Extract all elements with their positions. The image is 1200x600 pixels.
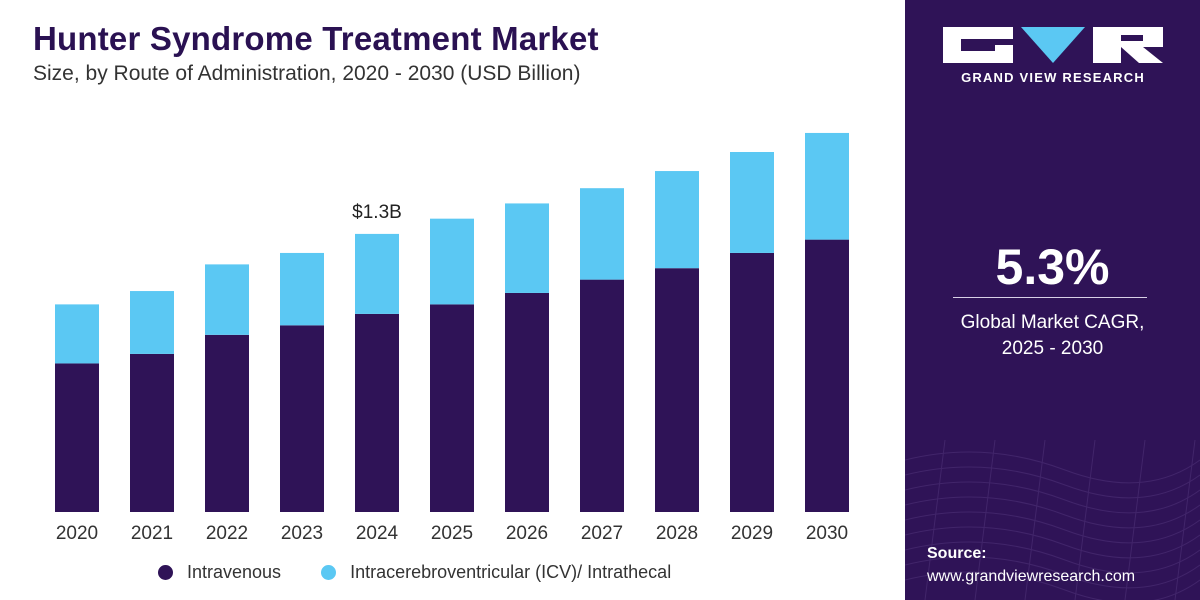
bar-intravenous-2025 — [430, 304, 474, 512]
bar-icv-2030 — [805, 132, 849, 240]
bar-icv-2023 — [280, 252, 324, 326]
bar-icv-2028 — [655, 171, 699, 269]
bar-intravenous-2028 — [655, 268, 699, 512]
chart-title: Hunter Syndrome Treatment Market — [33, 20, 599, 57]
source-label: Source: — [927, 545, 987, 562]
x-tick-label-2027: 2027 — [581, 523, 623, 544]
x-tick-label-2021: 2021 — [131, 523, 173, 544]
cagr-value: 5.3% — [995, 239, 1110, 295]
summary-sidebar: GRAND VIEW RESEARCH 5.3% Global Market C… — [905, 0, 1200, 600]
x-tick-label-2026: 2026 — [506, 523, 548, 544]
bar-intravenous-2027 — [580, 279, 624, 512]
bar-icv-2022 — [205, 264, 249, 335]
legend-swatch-icv — [321, 565, 337, 580]
x-tick-label-2024: 2024 — [356, 523, 399, 544]
legend-item-intravenous: Intravenous — [158, 562, 281, 583]
brand-name: GRAND VIEW RESEARCH — [961, 70, 1145, 85]
x-tick-label-2023: 2023 — [281, 523, 323, 544]
legend-label-intravenous: Intravenous — [187, 562, 282, 582]
bar-icv-2020 — [55, 304, 99, 364]
x-tick-label-2029: 2029 — [731, 523, 773, 544]
bar-icv-2027 — [580, 188, 624, 280]
chart-panel: Hunter Syndrome Treatment Market Size, b… — [33, 20, 849, 583]
x-tick-label-2028: 2028 — [656, 523, 698, 544]
source-url[interactable]: www.grandviewresearch.com — [927, 568, 1136, 585]
legend-label-icv: Intracerebroventricular (ICV)/ Intrathec… — [350, 562, 672, 582]
x-tick-label-2022: 2022 — [206, 523, 248, 544]
chart-subtitle: Size, by Route of Administration, 2020 -… — [33, 62, 581, 85]
x-tick-label-2030: 2030 — [806, 523, 848, 544]
bar-icv-2024 — [355, 233, 399, 314]
stacked-bar-chart: 2020 2021 2022 2023 2024 $1.3B 2025 2026 2027 202… — [55, 132, 849, 544]
bar-intravenous-2030 — [805, 239, 849, 512]
decorative-wave-texture — [905, 440, 1200, 600]
gvr-logo-icon — [943, 27, 1163, 63]
bar-icv-2021 — [130, 291, 174, 354]
bar-intravenous-2020 — [55, 363, 99, 512]
cagr-label: Global Market CAGR, 2025 - 2030 — [905, 310, 1200, 362]
cagr-label-line2: 2025 - 2030 — [1001, 338, 1104, 359]
bar-intravenous-2026 — [505, 292, 549, 512]
legend-item-icv: Intracerebroventricular (ICV)/ Intrathec… — [321, 562, 671, 583]
x-tick-label-2020: 2020 — [56, 523, 98, 544]
cagr-label-line1: Global Market CAGR, — [960, 312, 1145, 333]
cagr-divider — [953, 297, 1147, 298]
bar-icv-2025 — [430, 218, 474, 305]
bar-intravenous-2021 — [130, 353, 174, 512]
x-tick-label-2025: 2025 — [431, 523, 473, 544]
bar-intravenous-2029 — [730, 252, 774, 512]
chart-legend: Intravenous Intracerebroventricular (ICV… — [158, 562, 711, 583]
bar-intravenous-2022 — [205, 334, 249, 512]
bar-intravenous-2024 — [355, 313, 399, 512]
bar-icv-2029 — [730, 152, 774, 253]
bar-icv-2026 — [505, 203, 549, 293]
bar-intravenous-2023 — [280, 325, 324, 512]
legend-swatch-intravenous — [158, 565, 173, 580]
data-label-2024: $1.3B — [352, 202, 402, 223]
